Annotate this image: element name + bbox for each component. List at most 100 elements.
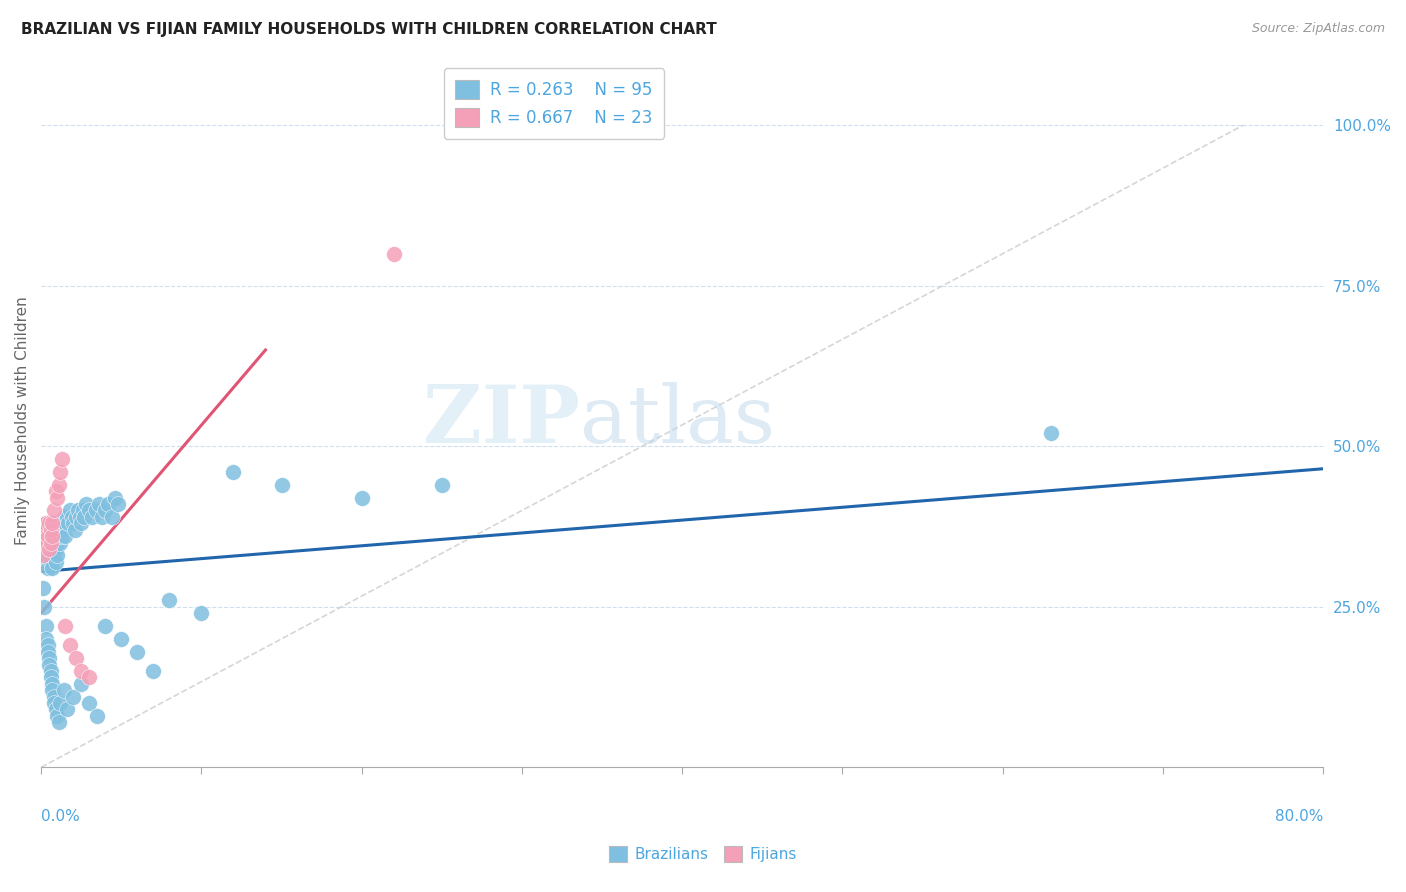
Point: [44, 555, 66, 569]
Point: [39, 535, 62, 549]
Point: [73, 509, 96, 524]
Point: [39, 523, 62, 537]
Point: [38, 516, 60, 531]
Point: [38, 516, 60, 531]
Point: [70, 516, 93, 531]
Point: [55, 509, 77, 524]
Point: [100, 509, 122, 524]
Y-axis label: Family Households with Children: Family Households with Children: [15, 296, 30, 545]
Point: [70, 677, 93, 691]
Point: [97, 497, 120, 511]
Text: atlas: atlas: [579, 382, 775, 459]
Point: [107, 497, 129, 511]
Point: [31, 549, 53, 563]
Point: [35, 516, 58, 531]
Point: [70, 664, 93, 678]
Point: [38, 651, 60, 665]
Point: [51, 529, 73, 543]
Legend: R = 0.263    N = 95, R = 0.667    N = 23: R = 0.263 N = 95, R = 0.667 N = 23: [444, 69, 664, 138]
Point: [44, 484, 66, 499]
Point: [44, 702, 66, 716]
Point: [37, 541, 59, 556]
Point: [62, 690, 84, 704]
Point: [37, 523, 59, 537]
Point: [94, 619, 117, 633]
Point: [41, 529, 63, 543]
Point: [350, 491, 373, 505]
Text: ZIP: ZIP: [423, 382, 579, 459]
Point: [52, 509, 75, 524]
Point: [38, 529, 60, 543]
Point: [34, 529, 56, 543]
Point: [41, 561, 63, 575]
Point: [49, 535, 72, 549]
Point: [77, 670, 100, 684]
Point: [94, 503, 117, 517]
Point: [34, 599, 56, 614]
Point: [104, 491, 127, 505]
Text: BRAZILIAN VS FIJIAN FAMILY HOUSEHOLDS WITH CHILDREN CORRELATION CHART: BRAZILIAN VS FIJIAN FAMILY HOUSEHOLDS WI…: [21, 22, 717, 37]
Point: [44, 529, 66, 543]
Point: [91, 509, 114, 524]
Point: [53, 516, 76, 531]
Point: [41, 541, 63, 556]
Point: [31, 541, 53, 556]
Point: [34, 535, 56, 549]
Point: [48, 529, 70, 543]
Point: [51, 452, 73, 467]
Point: [62, 516, 84, 531]
Point: [35, 535, 58, 549]
Point: [49, 465, 72, 479]
Point: [35, 523, 58, 537]
Point: [430, 477, 453, 491]
Point: [65, 651, 87, 665]
Point: [86, 709, 108, 723]
Point: [37, 561, 59, 575]
Point: [41, 683, 63, 698]
Point: [52, 683, 75, 698]
Point: [46, 491, 69, 505]
Point: [53, 619, 76, 633]
Point: [38, 541, 60, 556]
Point: [82, 509, 104, 524]
Point: [42, 503, 65, 517]
Point: [38, 549, 60, 563]
Point: [35, 632, 58, 646]
Point: [34, 555, 56, 569]
Point: [48, 516, 70, 531]
Point: [37, 638, 59, 652]
Point: [382, 246, 405, 260]
Point: [72, 503, 94, 517]
Point: [59, 638, 82, 652]
Point: [42, 696, 65, 710]
Point: [66, 503, 89, 517]
Point: [77, 696, 100, 710]
Point: [110, 632, 132, 646]
Point: [55, 702, 77, 716]
Point: [222, 465, 245, 479]
Point: [41, 677, 63, 691]
Point: [69, 509, 91, 524]
Point: [63, 523, 86, 537]
Point: [35, 549, 58, 563]
Text: 80.0%: 80.0%: [1275, 809, 1323, 824]
Point: [35, 619, 58, 633]
Point: [46, 709, 69, 723]
Point: [157, 593, 180, 607]
Point: [31, 581, 53, 595]
Point: [65, 509, 87, 524]
Point: [75, 497, 97, 511]
Point: [142, 664, 165, 678]
Point: [42, 690, 65, 704]
Point: [39, 523, 62, 537]
Point: [49, 523, 72, 537]
Point: [46, 523, 69, 537]
Point: [59, 503, 82, 517]
Point: [49, 696, 72, 710]
Point: [51, 516, 73, 531]
Point: [37, 529, 59, 543]
Point: [1039, 426, 1062, 441]
Point: [48, 715, 70, 730]
Point: [87, 497, 110, 511]
Point: [42, 549, 65, 563]
